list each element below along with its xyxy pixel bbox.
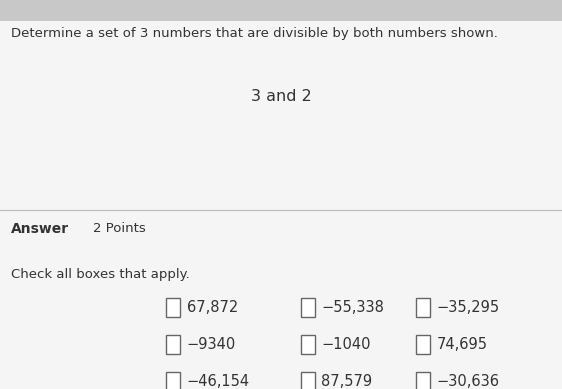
- Text: Determine a set of 3 numbers that are divisible by both numbers shown.: Determine a set of 3 numbers that are di…: [11, 27, 498, 40]
- Text: 3 and 2: 3 and 2: [251, 89, 311, 105]
- Bar: [0, 0, 562, 21]
- Bar: [416, 372, 430, 389]
- Text: −55,338: −55,338: [321, 300, 384, 315]
- Text: −46,154: −46,154: [187, 374, 250, 389]
- Text: 87,579: 87,579: [321, 374, 373, 389]
- Text: 2 Points: 2 Points: [93, 222, 146, 235]
- Text: −35,295: −35,295: [437, 300, 500, 315]
- Bar: [166, 298, 180, 317]
- Text: 67,872: 67,872: [187, 300, 238, 315]
- Text: 74,695: 74,695: [437, 337, 488, 352]
- Text: −9340: −9340: [187, 337, 236, 352]
- Bar: [416, 335, 430, 354]
- Bar: [166, 372, 180, 389]
- Bar: [416, 298, 430, 317]
- Text: Answer: Answer: [11, 222, 69, 236]
- Bar: [301, 372, 315, 389]
- Text: −1040: −1040: [321, 337, 371, 352]
- Bar: [301, 335, 315, 354]
- Text: Check all boxes that apply.: Check all boxes that apply.: [11, 268, 190, 281]
- Text: −30,636: −30,636: [437, 374, 500, 389]
- Bar: [166, 335, 180, 354]
- Bar: [301, 298, 315, 317]
